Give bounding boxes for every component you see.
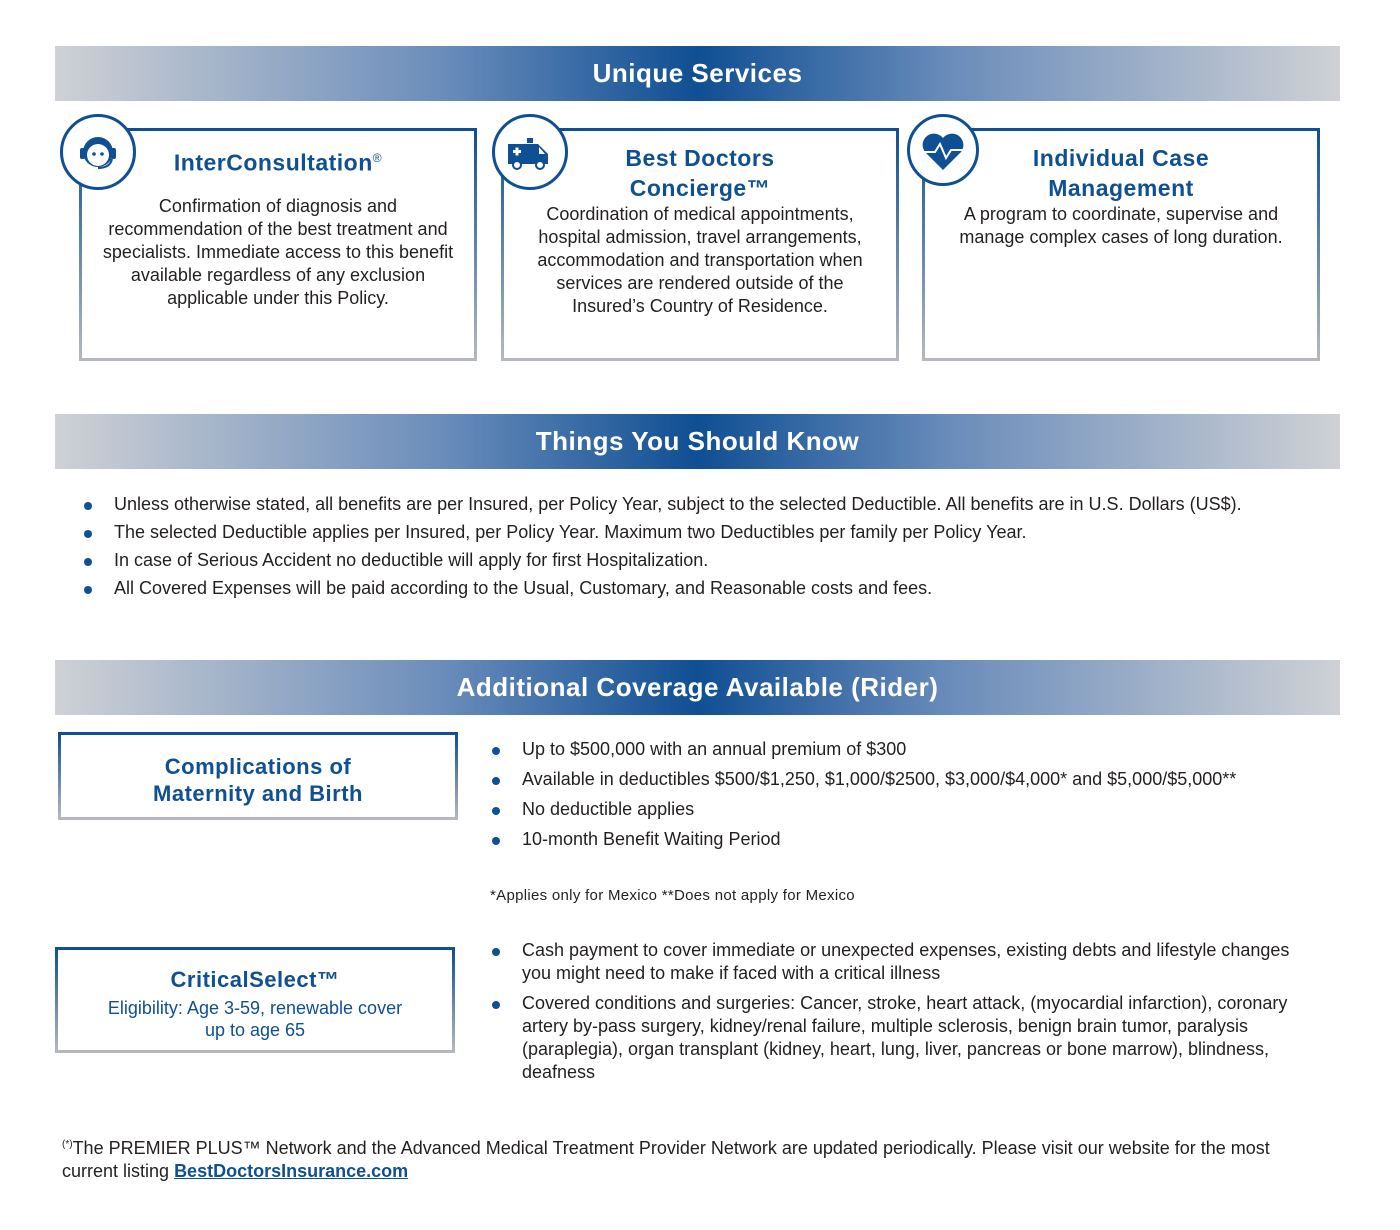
ambulance-icon (492, 114, 568, 190)
maternity-title: Complications of Maternity and Birth (153, 754, 363, 806)
critical-subtitle: Eligibility: Age 3-59, renewable cover u… (107, 998, 403, 1040)
list-item: The selected Deductible applies per Insu… (84, 521, 1334, 544)
registered-mark: ® (372, 151, 383, 165)
maternity-box: Complications of Maternity and Birth (58, 732, 458, 820)
things-list: Unless otherwise stated, all benefits ar… (84, 493, 1334, 600)
card-interconsultation: InterConsultation® Confirmation of diagn… (79, 128, 477, 361)
card-concierge: Best Doctors Concierge™ Coordination of … (501, 128, 899, 361)
card-title: Best Doctors Concierge™ (625, 145, 775, 201)
card-text: Confirmation of diagnosis and recommenda… (102, 196, 454, 308)
footnote-marker: (*) (62, 1139, 73, 1150)
critical-box: CriticalSelect™ Eligibility: Age 3-59, re… (55, 947, 455, 1053)
list-item: All Covered Expenses will be paid accord… (84, 577, 1334, 600)
card-title: InterConsultation (173, 149, 373, 176)
list-item: In case of Serious Accident no deductibl… (84, 549, 1334, 572)
maternity-note: *Applies only for Mexico **Does not appl… (490, 887, 855, 904)
maternity-list: Up to $500,000 with an annual premium of… (492, 738, 1292, 851)
website-link[interactable]: BestDoctorsInsurance.com (174, 1161, 409, 1181)
card-case-management: Individual Case Management A program to … (922, 128, 1320, 361)
list-item: Cash payment to cover immediate or unexp… (492, 939, 1312, 985)
card-text: Coordination of medical appointments, ho… (537, 204, 863, 316)
list-item: Available in deductibles $500/$1,250, $1… (492, 768, 1292, 791)
heart-pulse-icon (907, 114, 979, 186)
footer-text: The PREMIER PLUS™ Network and the Advanc… (62, 1138, 1270, 1181)
unique-services-banner: Unique Services (55, 46, 1340, 101)
headset-agent-icon (60, 114, 136, 190)
footer-note: (*)The PREMIER PLUS™ Network and the Adv… (62, 1133, 1322, 1183)
list-item: 10-month Benefit Waiting Period (492, 828, 1292, 851)
card-title: Individual Case Management (1032, 145, 1210, 201)
list-item: Up to $500,000 with an annual premium of… (492, 738, 1292, 761)
card-text: A program to coordinate, supervise and m… (959, 204, 1283, 247)
rider-banner: Additional Coverage Available (Rider) (55, 660, 1340, 715)
critical-title: CriticalSelect™ (170, 967, 340, 992)
critical-list: Cash payment to cover immediate or unexp… (492, 939, 1312, 1084)
list-item: No deductible applies (492, 798, 1292, 821)
list-item: Unless otherwise stated, all benefits ar… (84, 493, 1334, 516)
things-banner: Things You Should Know (55, 414, 1340, 469)
list-item: Covered conditions and surgeries: Cancer… (492, 992, 1312, 1084)
